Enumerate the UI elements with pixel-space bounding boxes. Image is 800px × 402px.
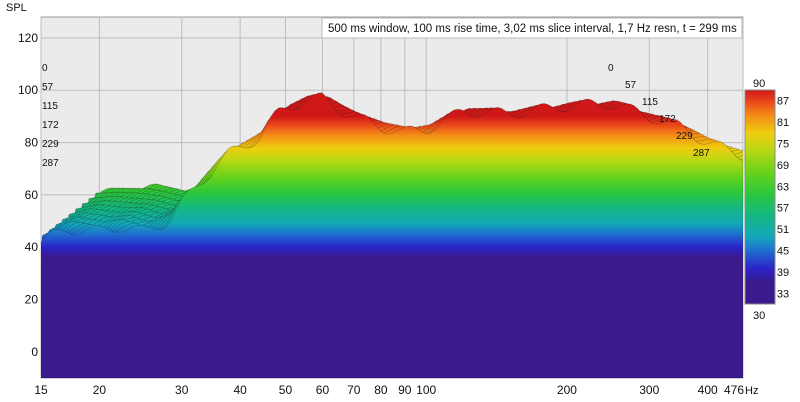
colorbar-tick-label: 69: [777, 160, 789, 172]
slice-time-label-right: 115: [642, 97, 658, 108]
y-axis: 0 20 40 60 80 100 120: [18, 31, 38, 359]
slice-time-label-left: 0: [42, 63, 48, 74]
waterfall-surface: [41, 92, 743, 378]
slice-time-label-right: 57: [625, 80, 637, 91]
y-tick-label: 100: [18, 83, 38, 97]
colorbar-tick-label: 45: [777, 246, 789, 258]
slice-time-label-right: 287: [693, 148, 710, 159]
x-tick-label: 300: [639, 383, 659, 397]
y-axis-label: SPL: [6, 2, 27, 14]
colorbar-tick-label: 81: [777, 117, 789, 129]
x-tick-label: 40: [233, 383, 247, 397]
waterfall-slice: [41, 92, 743, 378]
x-tick-label: 60: [316, 383, 330, 397]
y-tick-label: 20: [25, 293, 39, 307]
slice-time-label-left: 57: [42, 82, 54, 93]
x-tick-label: 20: [93, 383, 107, 397]
x-tick-label: 100: [416, 383, 436, 397]
slice-time-label-left: 115: [42, 101, 58, 112]
x-tick-label: 50: [279, 383, 293, 397]
colorbar: 90 30 87 81 75 69 63 57 51 45 39 33: [744, 78, 789, 322]
x-tick-label: 15: [34, 383, 48, 397]
chart-title: 500 ms window, 100 ms rise time, 3,02 ms…: [328, 23, 737, 35]
y-tick-label: 80: [25, 136, 39, 150]
colorbar-ticks: 87 81 75 69 63 57 51 45 39 33: [777, 96, 789, 301]
slice-time-label-right: 229: [676, 131, 693, 142]
colorbar-max-label: 90: [753, 78, 765, 90]
chart-title-box: 500 ms window, 100 ms rise time, 3,02 ms…: [321, 17, 743, 39]
x-tick-label: 476: [724, 383, 744, 397]
colorbar-tick-label: 87: [777, 96, 789, 108]
colorbar-tick-label: 33: [777, 288, 789, 300]
x-tick-label: 90: [398, 383, 412, 397]
colorbar-tick-label: 75: [777, 139, 789, 151]
x-tick-label: 80: [374, 383, 388, 397]
y-tick-label: 60: [25, 188, 39, 202]
slice-time-label-right: 0: [608, 63, 614, 74]
x-tick-label: 200: [557, 383, 577, 397]
slice-time-label-left: 229: [42, 139, 59, 150]
x-tick-label: 400: [698, 383, 718, 397]
slice-time-label-left: 172: [42, 120, 59, 131]
x-tick-label: 30: [175, 383, 189, 397]
colorbar-tick-label: 39: [777, 267, 789, 279]
colorbar-tick-label: 57: [777, 203, 789, 215]
y-tick-label: 40: [25, 240, 39, 254]
slice-time-label-left: 287: [42, 158, 59, 169]
colorbar-tick-label: 63: [777, 181, 789, 193]
y-tick-label: 120: [18, 31, 38, 45]
x-axis-unit: Hz: [745, 385, 758, 397]
slice-time-label-right: 172: [659, 114, 676, 125]
x-tick-label: 70: [347, 383, 361, 397]
colorbar-gradient: [744, 89, 776, 305]
y-tick-label: 0: [31, 345, 38, 359]
colorbar-min-label: 30: [753, 310, 765, 322]
colorbar-tick-label: 51: [777, 224, 789, 236]
x-axis: 15 20 30 40 50 60 70 80 90 100 200 300 400 476: [34, 383, 744, 397]
